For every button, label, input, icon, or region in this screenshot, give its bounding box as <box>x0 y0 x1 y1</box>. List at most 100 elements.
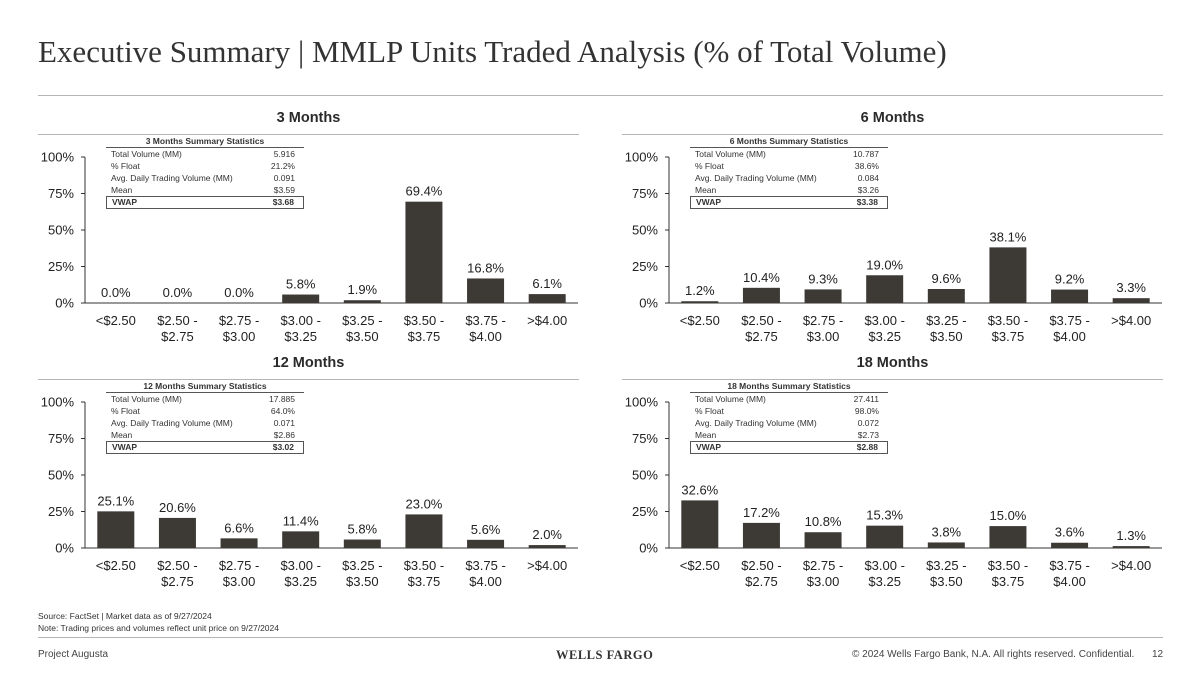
x-tick-label: $3.50 - <box>404 558 444 573</box>
stats-title: 6 Months Summary Statistics <box>729 136 849 146</box>
data-label: 23.0% <box>406 496 443 511</box>
x-tick-label: $3.00 <box>807 329 840 344</box>
stats-row: Avg. Daily Trading Volume (MM) 0.084 <box>690 172 888 184</box>
stats-value: 5.916 <box>273 149 295 159</box>
data-label: 19.0% <box>866 257 903 272</box>
y-tick-label: 75% <box>48 431 74 446</box>
data-label: 1.3% <box>1116 528 1146 543</box>
data-label: 1.2% <box>685 283 715 298</box>
stats-value: 0.072 <box>857 418 879 428</box>
panel-divider <box>622 379 1163 380</box>
y-tick-label: 50% <box>48 223 74 238</box>
x-tick-label: $3.50 <box>930 574 963 589</box>
data-label: 20.6% <box>159 500 196 515</box>
stats-value: 21.2% <box>270 161 295 171</box>
x-tick-label: $2.75 - <box>803 558 843 573</box>
bar <box>343 539 381 548</box>
x-tick-label: $3.75 <box>408 574 441 589</box>
y-tick-label: 25% <box>632 504 658 519</box>
x-tick-label: <$2.50 <box>96 313 136 328</box>
y-tick-label: 100% <box>625 395 659 410</box>
stats-label: Total Volume (MM) <box>111 149 182 159</box>
data-label: 5.8% <box>286 277 316 292</box>
x-tick-label: <$2.50 <box>680 558 720 573</box>
x-tick-label: $3.75 <box>992 329 1025 344</box>
page-number: 12 <box>1152 649 1164 660</box>
x-tick-label: $2.75 - <box>219 313 259 328</box>
x-tick-label: $4.00 <box>469 329 502 344</box>
stats-row: % Float 64.0% <box>106 405 304 417</box>
stats-row: Mean $3.59 <box>106 184 304 196</box>
bar <box>681 500 719 548</box>
stats-title: 12 Months Summary Statistics <box>143 381 267 391</box>
bar <box>528 545 566 548</box>
data-label: 10.4% <box>743 270 780 285</box>
stats-value: $3.02 <box>272 442 294 452</box>
y-tick-label: 0% <box>639 541 658 556</box>
stats-label: VWAP <box>112 442 138 452</box>
stats-label: Total Volume (MM) <box>111 394 182 404</box>
x-tick-label: $2.50 - <box>157 558 197 573</box>
data-label: 6.6% <box>224 520 254 535</box>
data-label: 3.6% <box>1055 525 1085 540</box>
stats-row: Total Volume (MM) 5.916 <box>106 148 304 160</box>
methodology-note: Note: Trading prices and volumes reflect… <box>38 623 279 633</box>
stats-row: Avg. Daily Trading Volume (MM) 0.071 <box>106 417 304 429</box>
x-tick-label: $3.00 <box>223 574 256 589</box>
stats-label: Mean <box>695 185 717 195</box>
stats-row: Avg. Daily Trading Volume (MM) 0.091 <box>106 172 304 184</box>
x-tick-label: $2.75 - <box>803 313 843 328</box>
stats-label: Avg. Daily Trading Volume (MM) <box>111 418 233 428</box>
y-tick-label: 0% <box>55 541 74 556</box>
footer-divider <box>38 637 1163 638</box>
stats-row: Total Volume (MM) 10.787 <box>690 148 888 160</box>
stats-table: Total Volume (MM) 27.411 % Float 98.0% Avg… <box>690 392 888 454</box>
stats-label: Total Volume (MM) <box>695 394 766 404</box>
x-tick-label: $2.50 - <box>741 558 781 573</box>
x-tick-label: $3.00 - <box>864 558 904 573</box>
bar <box>282 294 320 303</box>
x-tick-label: <$2.50 <box>96 558 136 573</box>
x-tick-label: $3.25 <box>868 329 901 344</box>
bar <box>220 538 258 548</box>
stats-value: 38.6% <box>854 161 879 171</box>
data-label: 0.0% <box>224 285 254 300</box>
bar-chart: 0%25%50%75%100%0.0%<$2.500.0%$2.50 -$2.7… <box>41 150 578 344</box>
project-name: Project Augusta <box>38 649 109 660</box>
stats-label: Mean <box>695 430 717 440</box>
source-note: Source: FactSet | Market data as of 9/27… <box>38 611 212 621</box>
data-label: 16.8% <box>467 260 504 275</box>
data-label: 0.0% <box>101 285 131 300</box>
chart-panel-12-months: 12 Months 0% 25% 50% 75% 100% 25.1% <$2.50 20.6… <box>38 355 579 600</box>
y-tick-label: 50% <box>48 468 74 483</box>
data-label: 6.1% <box>532 276 562 291</box>
x-tick-label: $3.75 <box>992 574 1025 589</box>
bar <box>866 275 904 303</box>
chart-title: 12 Months <box>272 355 345 371</box>
chart-title: 6 Months <box>860 110 925 126</box>
data-label: 0.0% <box>163 285 193 300</box>
x-tick-label: $3.25 - <box>342 313 382 328</box>
data-label: 32.6% <box>681 482 718 497</box>
chart-title: 3 Months <box>276 110 341 126</box>
x-tick-label: $2.75 <box>745 574 778 589</box>
x-tick-label: $3.25 <box>868 574 901 589</box>
bar <box>282 531 320 548</box>
x-tick-label: $3.75 - <box>465 313 505 328</box>
data-label: 9.2% <box>1055 272 1085 287</box>
x-tick-label: >$4.00 <box>527 558 567 573</box>
data-label: 17.2% <box>743 505 780 520</box>
stats-label: VWAP <box>696 197 722 207</box>
stats-value: $2.88 <box>856 442 878 452</box>
bar <box>405 514 443 548</box>
stats-value: $3.68 <box>272 197 294 207</box>
bar <box>927 542 965 548</box>
panel-divider <box>622 134 1163 135</box>
stats-row: Mean $2.86 <box>106 429 304 441</box>
stats-label: VWAP <box>112 197 138 207</box>
x-tick-label: $3.50 <box>346 574 379 589</box>
x-tick-label: $3.75 - <box>465 558 505 573</box>
stats-value: 64.0% <box>270 406 295 416</box>
x-tick-label: $2.75 <box>161 574 194 589</box>
